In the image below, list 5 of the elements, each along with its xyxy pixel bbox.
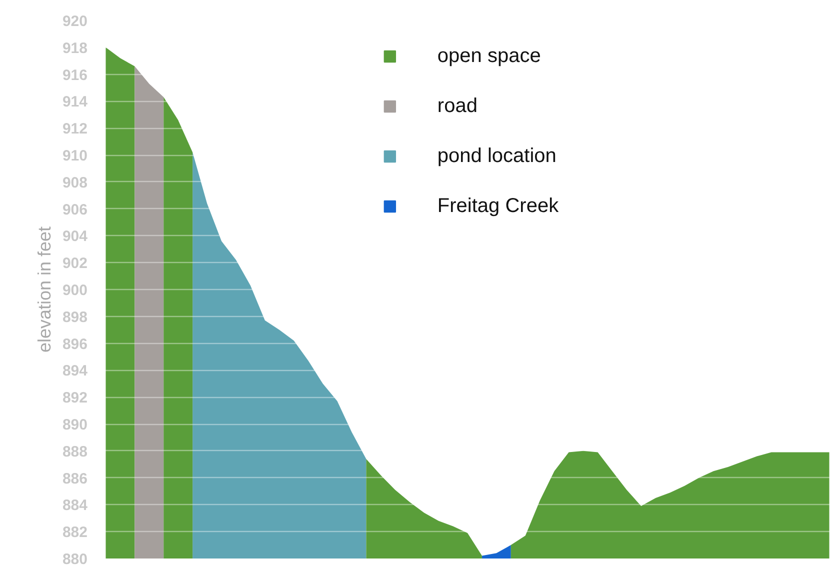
legend-label: pond location: [437, 144, 556, 168]
legend-label: Freitag Creek: [437, 194, 559, 218]
legend-label: road: [437, 94, 478, 118]
legend-label: open space: [437, 44, 541, 68]
y-axis-title: elevation in feet: [34, 226, 54, 353]
